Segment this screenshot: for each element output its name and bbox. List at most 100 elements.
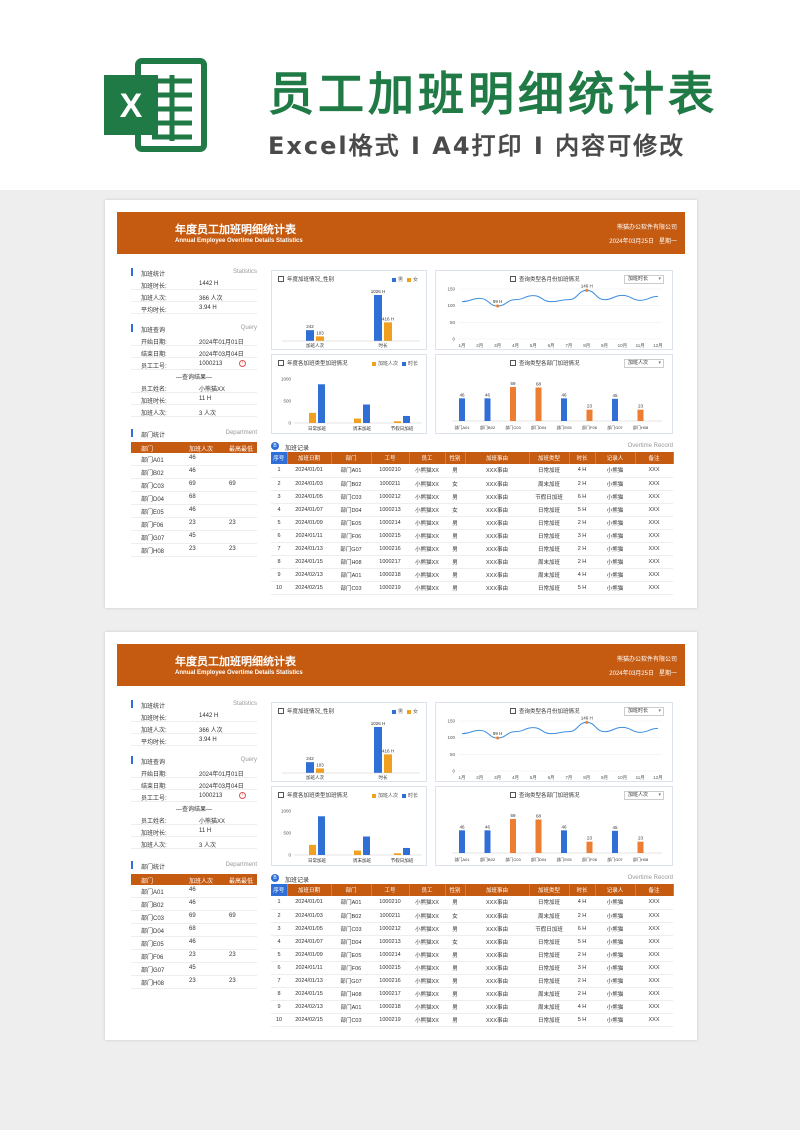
dept-chart: 46 部门A01 46 部门B02 69 部门C03 68 部门D04 46 部门E05 23 部门F…: [452, 381, 662, 430]
column-header: 备注: [635, 884, 674, 896]
table-row[interactable]: 7 2024/01/13 部门G07 1000216 小熊猫XX 男 XXX事由 日常加班 2 …: [271, 974, 673, 988]
table-cell: 小熊猫: [595, 1000, 635, 1014]
bar-hours: [403, 415, 410, 423]
column-header: 工号: [371, 452, 410, 464]
monthly-type-select[interactable]: 加班时长: [624, 707, 664, 716]
query-end-row[interactable]: 结束日期: 2024年03月04日: [131, 346, 257, 358]
sheet-date: 2024年03月25日 星期一: [609, 239, 677, 245]
table-cell: XXX: [635, 909, 673, 923]
table-row[interactable]: 5 2024/01/09 部门E05 1000214 小熊猫XX 男 XXX事由 日常加班 2 …: [271, 948, 673, 962]
table-cell: 2 H: [569, 555, 595, 569]
tick-label: 部门E05: [556, 856, 572, 862]
table-cell: 小熊猫: [595, 490, 635, 504]
table-cell: 日常加班: [529, 581, 569, 595]
table-row[interactable]: 3 2024/01/05 部门C03 1000212 小熊猫XX 男 XXX事由 节假日加班 6…: [271, 922, 673, 936]
query-end-row[interactable]: 结束日期: 2024年03月04日: [131, 778, 257, 790]
table-cell: 2 H: [569, 542, 595, 556]
table-cell: 周末加班: [529, 477, 569, 491]
warning-icon: !: [239, 360, 246, 367]
dept-type-select[interactable]: 加班人次: [624, 359, 664, 368]
tick-label: 节假日加班: [391, 425, 414, 432]
tick-label: 周末加班: [353, 425, 371, 432]
table-row[interactable]: 5 2024/01/09 部门E05 1000214 小熊猫XX 男 XXX事由 日常加班 2 …: [271, 516, 673, 530]
query-count-row: 加班人次: 3 人次: [131, 405, 257, 417]
table-cell: 4: [271, 935, 287, 949]
bar-female: [316, 336, 324, 341]
table-cell: 日常加班: [529, 542, 569, 556]
dept-type-select[interactable]: 加班人次: [624, 791, 664, 800]
table-row[interactable]: 8 2024/01/15 部门H08 1000217 小熊猫XX 男 XXX事由 周末加班 2 …: [271, 555, 673, 569]
table-cell: 小熊猫XX: [409, 477, 445, 491]
table-row[interactable]: 9 2024/02/13 部门A01 1000218 小熊猫XX 男 XXX事由 周末加班 4 …: [271, 568, 673, 582]
table-cell: 8: [271, 555, 287, 569]
gender-chart-card: 年度加班情况_性别 男女 242 103 加班人次 1026 H 416 H 时长: [271, 702, 427, 782]
table-cell: XXX: [635, 568, 673, 582]
query-result-label: —查询结果—: [175, 807, 212, 813]
table-cell: XXX事由: [465, 555, 529, 569]
table-row[interactable]: 4 2024/01/07 部门D04 1000213 小熊猫XX 女 XXX事由 日常加班 5 …: [271, 503, 673, 517]
column-header: 性别: [445, 452, 466, 464]
query-emp-row[interactable]: 员工工号: 1000213!: [131, 790, 257, 802]
table-cell: 部门D04: [331, 935, 371, 949]
table-cell: 6 H: [569, 490, 595, 504]
dept-row: 部门H08 23 23: [131, 544, 257, 557]
type-chart: 1000 500 0 日常加班 周末加班 节假日加班: [281, 377, 422, 432]
table-cell: 小熊猫: [595, 581, 635, 595]
excel-logo-icon: X: [104, 58, 207, 152]
table-cell: XXX事由: [465, 529, 529, 543]
table-row[interactable]: 3 2024/01/05 部门C03 1000212 小熊猫XX 男 XXX事由 节假日加班 6…: [271, 490, 673, 504]
table-row[interactable]: 10 2024/02/15 部门C03 1000219 小熊猫XX 男 XXX事由 日常加班 5…: [271, 1013, 673, 1027]
table-row[interactable]: 2 2024/01/03 部门B02 1000211 小熊猫XX 女 XXX事由 周末加班 2 …: [271, 477, 673, 491]
bar-dept: [637, 841, 644, 853]
table-cell: XXX: [635, 948, 673, 962]
dept-row: 部门D04 68: [131, 924, 257, 937]
table-row[interactable]: 9 2024/02/13 部门A01 1000218 小熊猫XX 男 XXX事由 周末加班 4 …: [271, 1000, 673, 1014]
query-emp-row[interactable]: 员工工号: 1000213!: [131, 358, 257, 370]
data-label: 46: [459, 392, 465, 397]
table-cell: 部门A01: [331, 896, 371, 910]
table-cell: 日常加班: [529, 529, 569, 543]
bar-dept: [561, 830, 567, 853]
records-table: 序号 加班日期 部门 工号 员工 性别 加班事由 加班类型 时长 记录人 备注 1 2024/01/0…: [271, 452, 674, 595]
table-cell: 小熊猫: [595, 961, 635, 975]
table-cell: XXX事由: [465, 542, 529, 556]
query-start-row[interactable]: 开始日期: 2024年01月01日: [131, 766, 257, 778]
dept-row: 部门C03 69 69: [131, 479, 257, 492]
table-cell: 1000212: [371, 922, 409, 936]
table-cell: 部门E05: [331, 948, 371, 962]
table-row[interactable]: 8 2024/01/15 部门H08 1000217 小熊猫XX 男 XXX事由 周末加班 2 …: [271, 987, 673, 1001]
table-cell: 2024/01/03: [287, 477, 331, 491]
bar-dept: [637, 409, 644, 421]
table-row[interactable]: 6 2024/01/11 部门F06 1000215 小熊猫XX 男 XXX事由 日常加班 3 …: [271, 961, 673, 975]
data-label: 103: [316, 330, 324, 335]
monthly-chart-title: 查询类型各月份加班情况: [510, 707, 580, 715]
table-row[interactable]: 4 2024/01/07 部门D04 1000213 小熊猫XX 女 XXX事由 日常加班 5 …: [271, 935, 673, 949]
table-cell: 5 H: [569, 1013, 595, 1027]
table-row[interactable]: 7 2024/01/13 部门G07 1000216 小熊猫XX 男 XXX事由 日常加班 2 …: [271, 542, 673, 556]
bar-hours: [363, 404, 370, 423]
table-row[interactable]: 6 2024/01/11 部门F06 1000215 小熊猫XX 男 XXX事由 日常加班 3 …: [271, 529, 673, 543]
table-cell: 男: [445, 922, 465, 936]
table-cell: 2 H: [569, 909, 595, 923]
table-row[interactable]: 1 2024/01/01 部门A01 1000210 小熊猫XX 男 XXX事由 日常加班 4 …: [271, 464, 673, 478]
table-row[interactable]: 1 2024/01/01 部门A01 1000210 小熊猫XX 男 XXX事由 日常加班 4 …: [271, 896, 673, 910]
data-label: 69: [510, 813, 516, 818]
monthly-type-select[interactable]: 加班时长: [624, 275, 664, 284]
table-cell: 小熊猫XX: [409, 555, 445, 569]
table-cell: 2024/01/01: [287, 464, 331, 478]
series-line: [461, 721, 659, 739]
table-row[interactable]: 10 2024/02/15 部门C03 1000219 小熊猫XX 男 XXX事由 日常加班 5…: [271, 581, 673, 595]
bar-hours: [363, 836, 370, 855]
gender-legend: 男女: [388, 708, 418, 715]
query-start-row[interactable]: 开始日期: 2024年01月01日: [131, 334, 257, 346]
bar-count: [354, 850, 361, 855]
table-cell: 小熊猫XX: [409, 490, 445, 504]
tick-label: 1000: [281, 377, 292, 382]
dept-row: 部门H08 23 23: [131, 976, 257, 989]
table-row[interactable]: 2 2024/01/03 部门B02 1000211 小熊猫XX 女 XXX事由 周末加班 2 …: [271, 909, 673, 923]
tick-label: 3月: [494, 775, 501, 781]
table-cell: 小熊猫XX: [409, 464, 445, 478]
max-point: [585, 720, 589, 724]
records-table: 序号 加班日期 部门 工号 员工 性别 加班事由 加班类型 时长 记录人 备注 1 2024/01/0…: [271, 884, 674, 1027]
data-label: 46: [561, 392, 567, 397]
